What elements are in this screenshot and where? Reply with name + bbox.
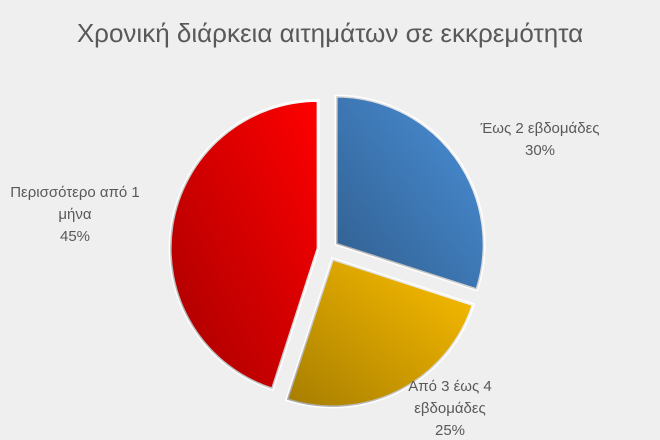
value-label: 30% [524,142,556,159]
value-label: 25% [434,422,466,439]
slice-shade [336,96,485,290]
chart-title: Χρονική διάρκεια αιτημάτων σε εκκρεμότητ… [76,18,584,48]
slice-label: Περισσότερο από 1 μήνα 45% [10,182,140,248]
slice-label: Από 3 έως 4 εβδομάδες 25% [395,376,505,440]
value-label: 45% [59,228,91,245]
category-label: Περισσότερο από 1 μήνα [10,184,140,223]
slice-label: Έως 2 εβδομάδες 30% [465,118,615,162]
slice-shade [170,100,319,390]
category-label: Από 3 έως 4 εβδομάδες [408,378,492,417]
slice-shade [286,258,474,407]
category-label: Έως 2 εβδομάδες [480,120,600,137]
